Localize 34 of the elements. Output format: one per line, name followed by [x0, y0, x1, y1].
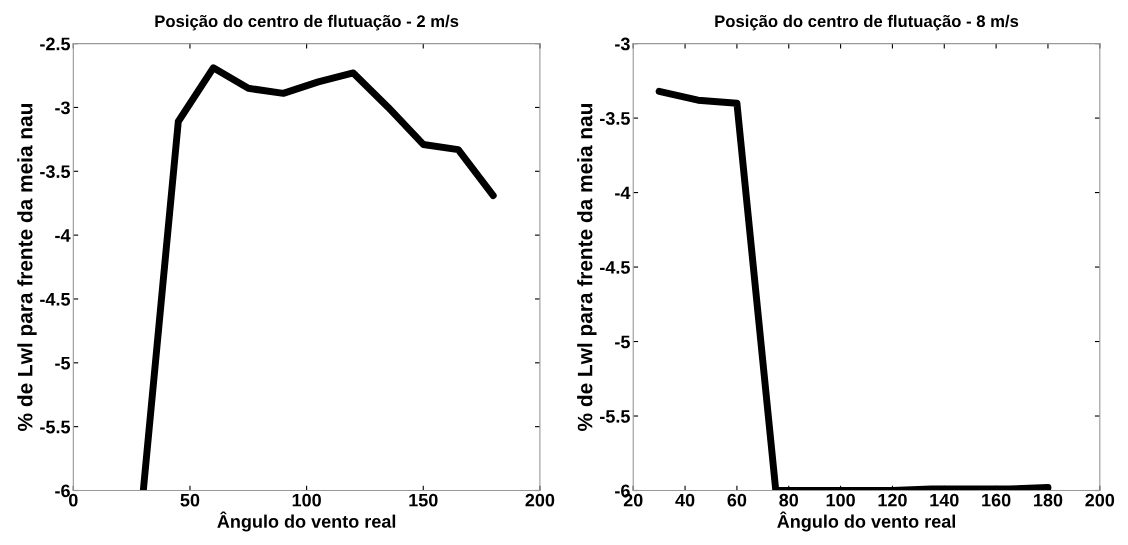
- x-tick-label: 100: [292, 493, 321, 507]
- y-axis-title: % de Lwl para frente da meia nau: [17, 104, 37, 431]
- x-tick-label: 180: [1034, 493, 1063, 507]
- x-tick-label: 100: [826, 493, 855, 507]
- y-axis-title: % de Lwl para frente da meia nau: [577, 104, 597, 431]
- y-tick-label: -6: [55, 484, 70, 498]
- y-tick-label: -3.5: [600, 112, 630, 125]
- y-tick-label: -3: [615, 37, 630, 51]
- y-tick-label: -4.5: [600, 261, 630, 274]
- x-tick-label: 60: [727, 493, 747, 507]
- y-tick-label: -5: [55, 356, 71, 370]
- y-tick-label: -4: [615, 186, 631, 200]
- y-tick-label: -2.5: [40, 37, 71, 51]
- x-axis-title: Ângulo do vento real: [217, 511, 396, 532]
- x-tick-label: 200: [1085, 493, 1115, 507]
- y-tick-label: -5.5: [40, 420, 71, 434]
- x-tick-label: 0: [69, 493, 78, 507]
- y-tick-label: -5.5: [600, 410, 630, 423]
- y-tick-label: -3.5: [40, 165, 71, 179]
- chart-title: Posição do centro de flutuação - 2 m/s: [155, 14, 459, 31]
- x-tick-label: 140: [930, 493, 959, 507]
- x-tick-label: 40: [675, 493, 695, 507]
- y-tick-label: -5: [615, 335, 630, 349]
- x-tick-label: 200: [525, 493, 555, 507]
- x-tick-label: 80: [779, 493, 799, 507]
- y-tick-label: -4: [55, 229, 71, 242]
- x-tick-label: 120: [878, 493, 907, 507]
- x-tick-label: 160: [982, 493, 1011, 507]
- chart-title: Posição do centro de flutuação - 8 m/s: [715, 14, 1019, 31]
- x-axis-title: Ângulo do vento real: [777, 511, 956, 532]
- y-tick-label: -4.5: [40, 293, 71, 306]
- y-tick-label: -3: [55, 101, 70, 115]
- x-tick-label: 50: [180, 493, 200, 507]
- x-tick-label: 150: [409, 493, 438, 507]
